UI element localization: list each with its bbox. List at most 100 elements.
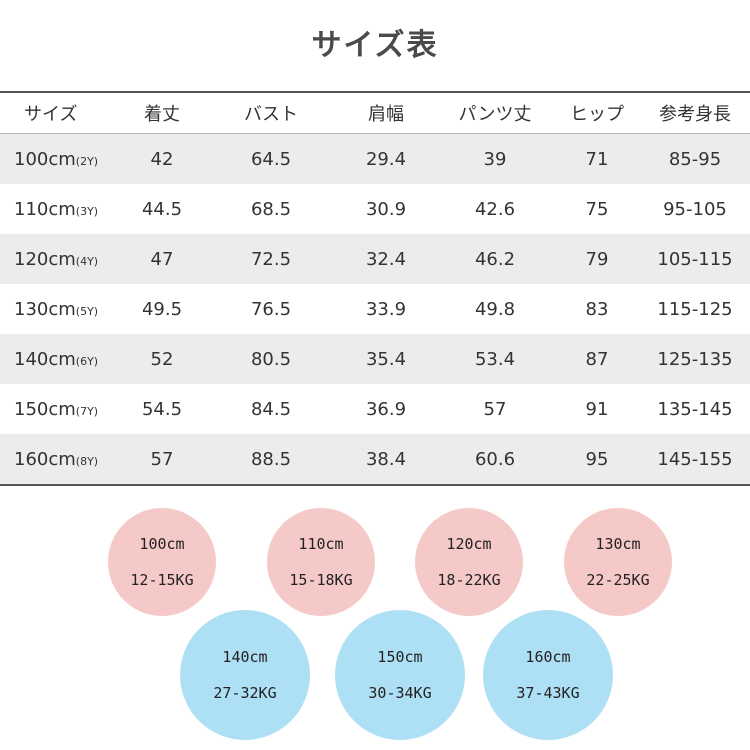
table-row: 140cm(6Y) 52 80.5 35.4 53.4 87 125-135 bbox=[0, 334, 750, 384]
table-row: 130cm(5Y) 49.5 76.5 33.9 49.8 83 115-125 bbox=[0, 284, 750, 334]
length-cell: 47 bbox=[150, 248, 174, 270]
weight-badge-160: 160cm 37-43KG bbox=[483, 610, 613, 740]
pants-length-cell: 53.4 bbox=[474, 348, 516, 370]
weight-badge-range: 18-22KG bbox=[437, 571, 501, 589]
weight-badge-range: 15-18KG bbox=[289, 571, 353, 589]
weight-badge-range: 22-25KG bbox=[586, 571, 650, 589]
bust-cell: 80.5 bbox=[250, 348, 292, 370]
table-header-row: サイズ 着丈 バスト 肩幅 パンツ丈 ヒップ 参考身長 bbox=[0, 93, 750, 134]
weight-badge-size: 100cm bbox=[139, 535, 185, 553]
pants-length-cell: 60.6 bbox=[474, 448, 516, 470]
size-value: 100cm bbox=[14, 148, 76, 170]
pants-length-cell: 57 bbox=[483, 398, 507, 420]
size-cell: 100cm(2Y) bbox=[0, 149, 118, 170]
weight-badge-size: 110cm bbox=[298, 535, 344, 553]
hip-cell: 87 bbox=[585, 348, 609, 370]
height-cell: 125-135 bbox=[657, 348, 733, 370]
hip-cell: 95 bbox=[585, 448, 609, 470]
header-bust: バスト bbox=[244, 104, 298, 125]
size-cell: 110cm(3Y) bbox=[0, 199, 118, 220]
age-value: (7Y) bbox=[75, 404, 99, 418]
header-size: サイズ bbox=[24, 104, 78, 125]
hip-cell: 79 bbox=[585, 248, 609, 270]
weight-badge-range: 37-43KG bbox=[516, 684, 580, 702]
header-shoulder: 肩幅 bbox=[368, 104, 404, 125]
bust-cell: 68.5 bbox=[250, 198, 292, 220]
size-value: 160cm bbox=[14, 448, 76, 470]
age-value: (4Y) bbox=[75, 254, 99, 268]
size-value: 150cm bbox=[14, 398, 76, 420]
table-row: 150cm(7Y) 54.5 84.5 36.9 57 91 135-145 bbox=[0, 384, 750, 434]
height-cell: 95-105 bbox=[663, 198, 727, 220]
age-value: (2Y) bbox=[75, 154, 99, 168]
header-pants-length: パンツ丈 bbox=[458, 104, 532, 125]
length-cell: 54.5 bbox=[141, 398, 183, 420]
hip-cell: 71 bbox=[585, 148, 609, 170]
bust-cell: 64.5 bbox=[250, 148, 292, 170]
page-title: サイズ表 bbox=[311, 28, 439, 63]
table-row: 100cm(2Y) 42 64.5 29.4 39 71 85-95 bbox=[0, 134, 750, 184]
header-height: 参考身長 bbox=[659, 104, 731, 125]
size-cell: 140cm(6Y) bbox=[0, 349, 118, 370]
length-cell: 44.5 bbox=[141, 198, 183, 220]
hip-cell: 75 bbox=[585, 198, 609, 220]
pants-length-cell: 46.2 bbox=[474, 248, 516, 270]
height-cell: 145-155 bbox=[657, 448, 733, 470]
shoulder-cell: 29.4 bbox=[365, 148, 407, 170]
size-value: 140cm bbox=[14, 348, 76, 370]
weight-badge-150: 150cm 30-34KG bbox=[335, 610, 465, 740]
weight-badge-size: 150cm bbox=[377, 648, 423, 666]
length-cell: 42 bbox=[150, 148, 174, 170]
age-value: (8Y) bbox=[75, 454, 99, 468]
bust-cell: 76.5 bbox=[250, 298, 292, 320]
weight-badge-100: 100cm 12-15KG bbox=[108, 508, 216, 616]
shoulder-cell: 35.4 bbox=[365, 348, 407, 370]
shoulder-cell: 38.4 bbox=[365, 448, 407, 470]
header-length: 着丈 bbox=[144, 104, 180, 125]
height-cell: 135-145 bbox=[657, 398, 733, 420]
weight-badge-size: 130cm bbox=[595, 535, 641, 553]
size-cell: 120cm(4Y) bbox=[0, 249, 118, 270]
pants-length-cell: 42.6 bbox=[474, 198, 516, 220]
weight-badge-110: 110cm 15-18KG bbox=[267, 508, 375, 616]
size-value: 130cm bbox=[14, 298, 76, 320]
age-value: (5Y) bbox=[75, 304, 99, 318]
size-table: サイズ 着丈 バスト 肩幅 パンツ丈 ヒップ 参考身長 100cm(2Y) 42… bbox=[0, 91, 750, 486]
size-value: 120cm bbox=[14, 248, 76, 270]
length-cell: 52 bbox=[150, 348, 174, 370]
header-hip: ヒップ bbox=[570, 104, 624, 125]
pants-length-cell: 49.8 bbox=[474, 298, 516, 320]
age-value: (6Y) bbox=[75, 354, 99, 368]
table-row: 160cm(8Y) 57 88.5 38.4 60.6 95 145-155 bbox=[0, 434, 750, 484]
table-row: 120cm(4Y) 47 72.5 32.4 46.2 79 105-115 bbox=[0, 234, 750, 284]
size-cell: 150cm(7Y) bbox=[0, 399, 118, 420]
weight-badge-range: 30-34KG bbox=[368, 684, 432, 702]
weight-badge-130: 130cm 22-25KG bbox=[564, 508, 672, 616]
height-cell: 85-95 bbox=[668, 148, 722, 170]
height-cell: 115-125 bbox=[657, 298, 733, 320]
length-cell: 57 bbox=[150, 448, 174, 470]
weight-badge-size: 140cm bbox=[222, 648, 268, 666]
shoulder-cell: 30.9 bbox=[365, 198, 407, 220]
size-cell: 130cm(5Y) bbox=[0, 299, 118, 320]
weight-badge-size: 120cm bbox=[446, 535, 492, 553]
weight-badge-size: 160cm bbox=[525, 648, 571, 666]
length-cell: 49.5 bbox=[141, 298, 183, 320]
weight-badge-140: 140cm 27-32KG bbox=[180, 610, 310, 740]
hip-cell: 83 bbox=[585, 298, 609, 320]
weight-badge-range: 12-15KG bbox=[130, 571, 194, 589]
shoulder-cell: 36.9 bbox=[365, 398, 407, 420]
weight-badge-120: 120cm 18-22KG bbox=[415, 508, 523, 616]
shoulder-cell: 33.9 bbox=[365, 298, 407, 320]
bust-cell: 72.5 bbox=[250, 248, 292, 270]
table-row: 110cm(3Y) 44.5 68.5 30.9 42.6 75 95-105 bbox=[0, 184, 750, 234]
hip-cell: 91 bbox=[585, 398, 609, 420]
shoulder-cell: 32.4 bbox=[365, 248, 407, 270]
height-cell: 105-115 bbox=[657, 248, 733, 270]
pants-length-cell: 39 bbox=[483, 148, 507, 170]
size-value: 110cm bbox=[14, 198, 76, 220]
weight-badge-range: 27-32KG bbox=[213, 684, 277, 702]
age-value: (3Y) bbox=[75, 204, 99, 218]
size-cell: 160cm(8Y) bbox=[0, 449, 118, 470]
bust-cell: 88.5 bbox=[250, 448, 292, 470]
